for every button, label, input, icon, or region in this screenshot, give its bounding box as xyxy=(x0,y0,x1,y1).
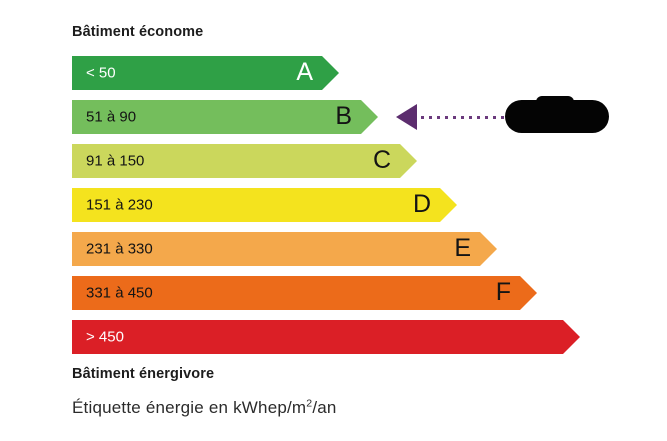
energy-band-a: < 50 A xyxy=(72,56,339,90)
energy-band-d: 151 à 230 D xyxy=(72,188,457,222)
energy-band-letter: E xyxy=(454,234,471,262)
economical-building-caption: Bâtiment économe xyxy=(72,24,204,40)
energy-guzzling-building-caption: Bâtiment énergivore xyxy=(72,366,215,382)
energy-label-unit-caption: Étiquette énergie en kWhep/m2/an xyxy=(72,398,337,418)
energy-band-letter: C xyxy=(372,146,391,174)
energy-band-range-label: > 450 xyxy=(86,328,124,346)
energy-band-letter: A xyxy=(296,58,313,86)
energy-band-range-label: 151 à 230 xyxy=(86,196,153,214)
unit-caption-prefix: Étiquette énergie en kWhep/m xyxy=(72,398,307,417)
energy-band-range-label: 231 à 330 xyxy=(86,240,153,258)
energy-band-letter: F xyxy=(495,278,511,306)
energy-band-e: 231 à 330 E xyxy=(72,232,497,266)
energy-band-b: 51 à 90 B xyxy=(72,100,378,134)
energy-band-f: 331 à 450 F xyxy=(72,276,537,310)
energy-band-range-label: 331 à 450 xyxy=(86,284,153,302)
unit-caption-suffix: /an xyxy=(312,398,337,417)
energy-band-letter: D xyxy=(412,190,431,218)
energy-band-g: > 450 xyxy=(72,320,580,354)
energy-band-letter: B xyxy=(335,102,352,130)
energy-band-range-label: 51 à 90 xyxy=(86,108,137,126)
energy-band-c: 91 à 150 C xyxy=(72,144,417,178)
energy-band-range-label: 91 à 150 xyxy=(86,152,145,170)
unit-caption-exponent: 2 xyxy=(306,397,313,410)
energy-band-range-label: < 50 xyxy=(86,64,116,82)
